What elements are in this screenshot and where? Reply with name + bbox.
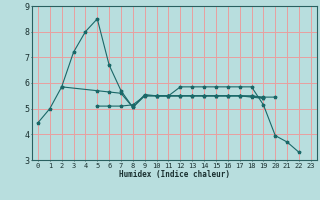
X-axis label: Humidex (Indice chaleur): Humidex (Indice chaleur): [119, 170, 230, 179]
